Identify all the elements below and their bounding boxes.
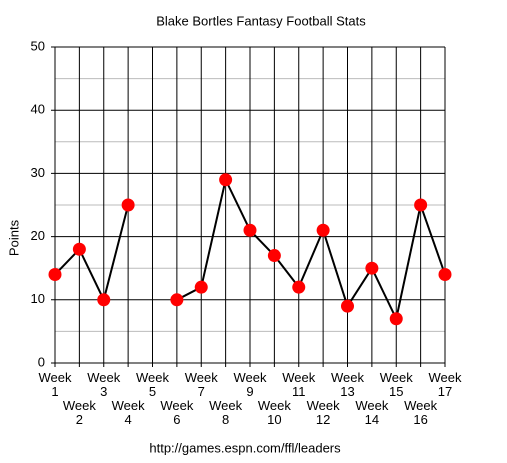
x-tick-label: Week 1 [39,370,72,399]
x-tick-label: Week 12 [307,398,340,427]
x-tick-label: Week 10 [258,398,291,427]
point [292,280,306,294]
point [243,223,257,237]
x-tick-label: Week 15 [380,370,413,399]
y-tick-label: 20 [31,228,45,243]
x-tick-label: Week 9 [234,370,267,399]
x-tick-label: Week 4 [112,398,145,427]
x-tick-label: Week 8 [209,398,242,427]
y-tick-label: 0 [38,354,45,369]
point [194,280,208,294]
point [72,242,86,256]
point [97,293,111,307]
point [121,198,135,212]
y-tick-label: 30 [31,165,45,180]
chart-title: Blake Bortles Fantasy Football Stats [156,13,366,28]
x-tick-label: Week 14 [355,398,388,427]
x-tick-label: Week 17 [429,370,462,399]
x-tick-label: Week 7 [185,370,218,399]
x-tick-label: Week 5 [136,370,169,399]
x-tick-label: Week 11 [282,370,315,399]
y-tick-label: 10 [31,291,45,306]
x-tick-label: Week 6 [160,398,193,427]
source: http://games.espn.com/ffl/leaders [149,440,341,455]
y-tick-label: 40 [31,102,45,117]
point [48,268,62,282]
point [267,249,281,263]
point [316,223,330,237]
y-axis-label: Points [6,219,21,256]
point [219,173,233,187]
point [170,293,184,307]
y-tick-label: 50 [31,38,45,53]
x-tick-label: Week 2 [63,398,96,427]
point [365,261,379,275]
point [414,198,428,212]
x-tick-label: Week 16 [404,398,437,427]
point [389,312,403,326]
series-line [54,176,446,322]
x-tick-label: Week 3 [87,370,120,399]
point [341,299,354,313]
point [438,268,452,282]
x-tick-label: Week 13 [331,370,364,399]
